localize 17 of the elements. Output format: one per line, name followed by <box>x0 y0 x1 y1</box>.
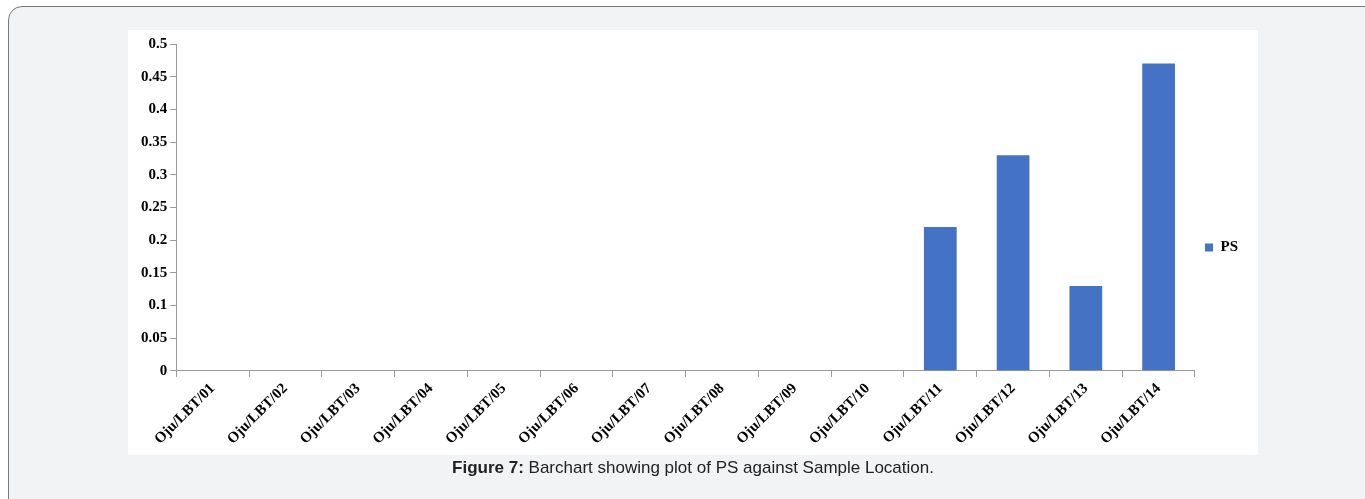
y-tick-label: 0.25 <box>141 198 168 215</box>
bar <box>996 155 1030 371</box>
y-tick-label: 0.45 <box>141 67 168 84</box>
y-tick-label: 0.2 <box>148 231 168 247</box>
y-tick-label: 0.35 <box>141 132 168 149</box>
caption: Figure 7: Barchart showing plot of PS against Sample Location. <box>452 458 934 477</box>
bar <box>1142 63 1175 371</box>
y-tick-label: 0.3 <box>148 165 168 182</box>
y-tick-label: 0.1 <box>148 296 168 313</box>
y-tick-label: 0.4 <box>148 100 168 117</box>
y-tick-label: 0.15 <box>141 263 168 280</box>
y-tick-label: 0 <box>159 361 168 378</box>
legend-label: PS <box>1220 238 1239 255</box>
bar <box>1069 285 1103 371</box>
y-tick-label: 0.5 <box>148 34 168 51</box>
y-tick-label: 0.05 <box>141 329 168 346</box>
bar <box>923 227 957 371</box>
